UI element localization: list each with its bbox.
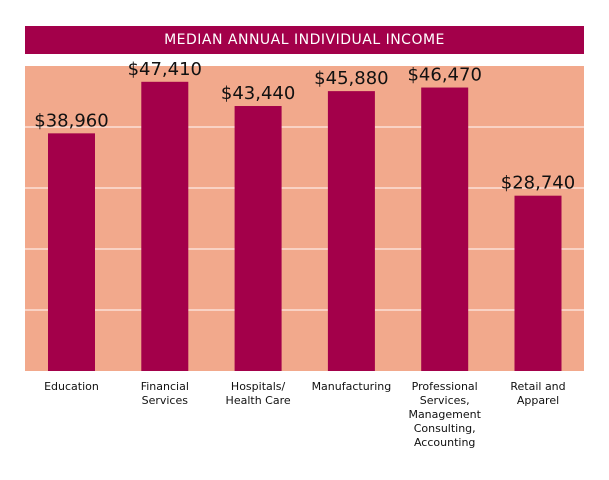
value-label: $38,960: [34, 110, 108, 131]
bar: [514, 195, 562, 371]
category-label: Retail and Apparel: [510, 380, 566, 407]
bar: [141, 81, 189, 371]
bar: [234, 106, 282, 372]
bar: [48, 133, 95, 371]
category-label: Education: [44, 380, 99, 393]
bar: [421, 87, 469, 372]
category-label: Financial Services: [140, 380, 189, 407]
value-label: $46,470: [407, 65, 481, 86]
value-label: $47,410: [128, 59, 202, 80]
value-label: $45,880: [314, 68, 388, 89]
chart-title: MEDIAN ANNUAL INDIVIDUAL INCOME: [25, 26, 584, 54]
category-label: Hospitals/ Health Care: [225, 380, 291, 407]
plot-background: [25, 66, 584, 371]
category-label: Professional Services, Management Consul…: [408, 380, 481, 449]
bar: [327, 91, 375, 371]
value-label: $43,440: [221, 83, 295, 104]
value-label: $28,740: [501, 173, 575, 194]
category-label: Manufacturing: [311, 380, 392, 393]
